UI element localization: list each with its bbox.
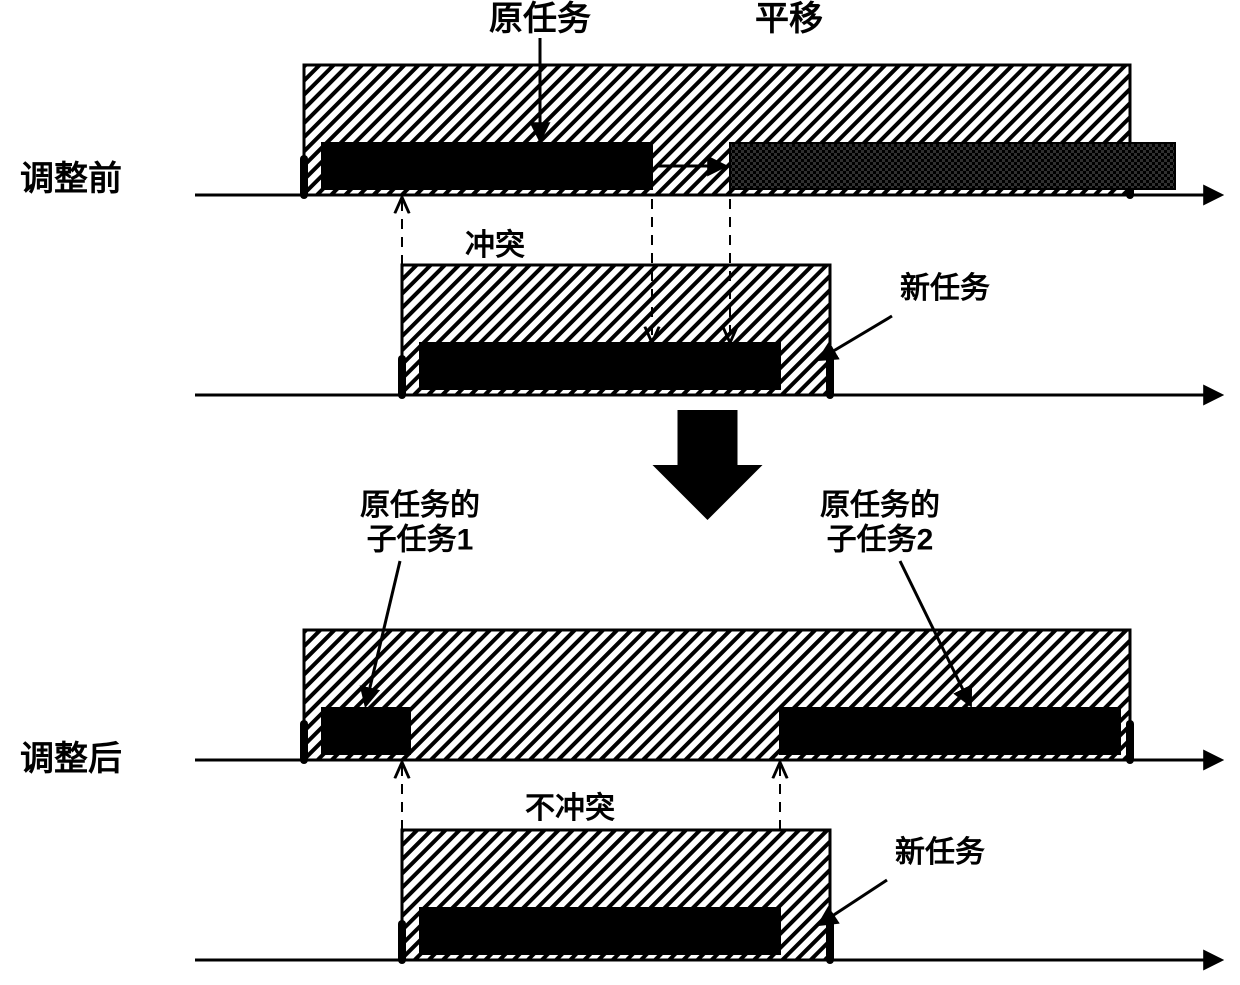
window-end (826, 355, 834, 399)
conflict-label: 冲突 (465, 228, 525, 262)
row-label-before: 调整前 (20, 160, 122, 198)
subtask2-label: 原任务的子任务2 (820, 489, 940, 557)
subtask1-label: 原任务的子任务1 (360, 489, 480, 557)
task-bar (780, 708, 1120, 754)
window-start (398, 920, 406, 964)
new-task-label-2: 新任务 (895, 836, 985, 869)
original-task-label: 原任务 (489, 0, 591, 38)
task-bar (730, 143, 1175, 189)
task-bar (322, 143, 652, 189)
task-bar (420, 908, 780, 954)
task-bar (322, 708, 410, 754)
row-label-after: 调整后 (20, 740, 122, 778)
window-start (300, 720, 308, 764)
window-start (300, 155, 308, 199)
transition-arrow (653, 410, 763, 520)
window-start (398, 355, 406, 399)
shift-label: 平移 (755, 0, 823, 38)
window-end (826, 920, 834, 964)
window-end (1126, 720, 1134, 764)
new-task-label: 新任务 (900, 272, 990, 305)
task-bar (420, 343, 780, 389)
no-conflict-label: 不冲突 (525, 791, 615, 825)
